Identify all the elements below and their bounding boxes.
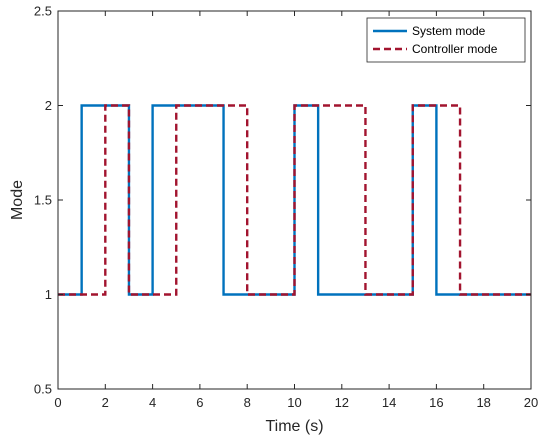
legend-label-system-mode: System mode: [412, 24, 486, 38]
y-axis-label: Mode: [9, 180, 26, 220]
series-layer: [58, 104, 531, 296]
x-tick-label: 20: [524, 395, 538, 410]
ticks-layer: 0 2 4 6 8 10 12 14 16 18 20 0.5 1 1.5 2 2.5: [34, 4, 538, 411]
legend: System mode Controller mode: [366, 17, 526, 63]
y-tick-label: 1.5: [34, 193, 52, 208]
x-tick-label: 12: [335, 395, 349, 410]
series-line-controller-mode: [58, 104, 531, 296]
y-tick-label: 0.5: [34, 382, 52, 397]
x-tick-label: 8: [244, 395, 251, 410]
legend-box: [366, 17, 526, 63]
x-tick-label: 2: [102, 395, 109, 410]
legend-label-controller-mode: Controller mode: [412, 42, 498, 56]
x-tick-label: 6: [196, 395, 203, 410]
x-axis-label: Time (s): [265, 418, 323, 435]
y-tick-label: 1: [45, 287, 52, 302]
x-tick-label: 14: [382, 395, 396, 410]
x-tick-label: 18: [476, 395, 490, 410]
x-tick-label: 4: [149, 395, 156, 410]
x-tick-label: 0: [54, 395, 61, 410]
x-tick-label: 16: [429, 395, 443, 410]
y-tick-label: 2: [45, 98, 52, 113]
y-tick-label: 2.5: [34, 4, 52, 19]
x-tick-label: 10: [287, 395, 301, 410]
